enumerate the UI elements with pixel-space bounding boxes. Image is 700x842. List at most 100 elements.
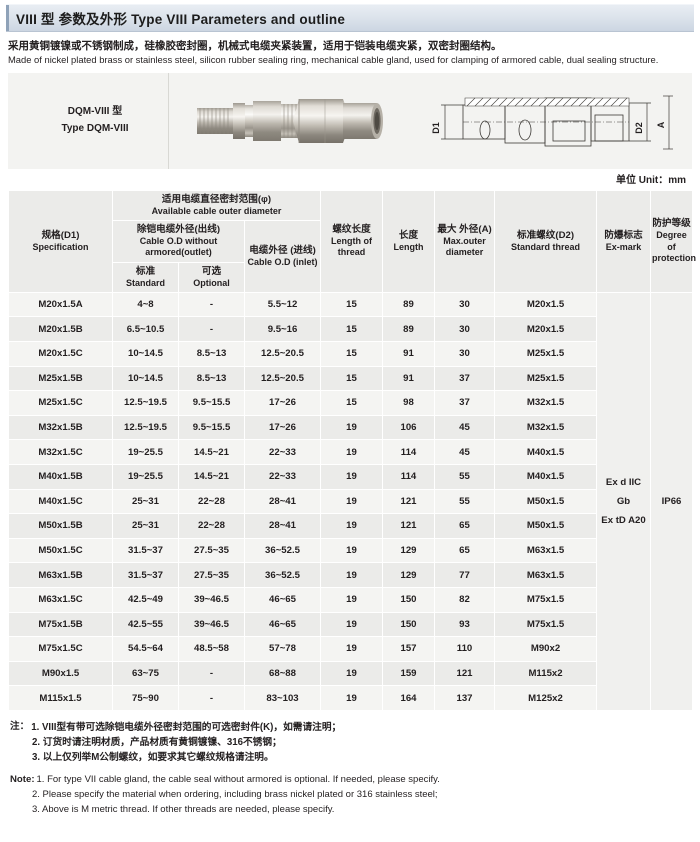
header-length-of-thread: 螺纹长度 Length of thread [320, 189, 384, 293]
ex-mark-line-1: Ex d IIC Gb [605, 476, 642, 507]
cell-specification: M115x1.5 [8, 685, 113, 711]
cell-standard-thread: M63x1.5 [494, 562, 598, 588]
header-standard-thread: 标准螺纹(D2) Standard thread [494, 189, 598, 293]
cell-max-outer-diameter: 65 [434, 537, 496, 564]
table-row: M90x1.5 63~75-68~88 19 159 121 M115x2 [8, 660, 693, 687]
table-row: M63x1.5C 42.5~49 39~46.5 46~65 19 150 82 M75x1.… [8, 586, 693, 613]
table-row: M63x1.5B 31.5~37 27.5~35 36~52.5 19 129 77 M63x… [8, 562, 693, 588]
cell-specification: M25x1.5C [8, 390, 113, 416]
note-cn-text: 1. VIII型有带可选除铠电缆外径密封范围的可选密封件(K)，如需请注明； [31, 721, 342, 733]
cell-specification: M20x1.5A [8, 291, 113, 318]
cell-length: 129 [382, 562, 436, 588]
cell-specification: M32x1.5C [8, 439, 113, 465]
header-standard: 标准 Standard [112, 261, 179, 293]
header-cable-od-inlet: 电缆外径 (进线) Cable O.D (inlet) [243, 220, 322, 293]
cell-specification: M63x1.5B [8, 562, 113, 588]
product-photo-cable-gland [197, 98, 383, 143]
cell-optional: 27.5~35 [178, 537, 245, 564]
cell-cable-od-inlet: 12.5~20.5 [243, 341, 322, 367]
cell-max-outer-diameter: 93 [434, 611, 496, 638]
note-en-line: Note: 1. For type VII cable gland, the c… [10, 773, 690, 788]
cell-standard-thread: M25x1.5 [494, 365, 598, 392]
cell-length-of-thread: 19 [320, 537, 384, 564]
cell-max-outer-diameter: 121 [434, 660, 496, 687]
specification-table: 规格(D1) Specification 适用电缆直径密封范围(φ) Avail… [8, 189, 696, 711]
cell-cable-od-inlet: 83~103 [243, 685, 322, 711]
table-row: M40x1.5B 19~25.5 14.5~21 22~33 19 114 55 M40x1.… [8, 463, 693, 490]
cell-length-of-thread: 15 [320, 390, 384, 416]
cell-standard-thread: M50x1.5 [494, 488, 598, 515]
header-max-outer-diameter: 最大 外径(A) Max.outer diameter [434, 189, 496, 293]
header-specification: 规格(D1) Specification [8, 189, 113, 293]
figure-type-label: DQM-VIII 型 Type DQM-VIII [30, 103, 160, 137]
cell-cable-od-inlet: 5.5~12 [243, 291, 322, 318]
dimension-label-d2: D2 [634, 122, 644, 134]
table-row: M50x1.5C 31.5~37 27.5~35 36~52.5 19 129 65 M63x… [8, 537, 693, 564]
cell-length: 150 [382, 611, 436, 638]
cell-specification: M50x1.5C [8, 537, 113, 564]
cell-optional: - [178, 291, 245, 318]
table-body: M20x1.5A 4~8-5.5~12 15 89 30 M20x1.5 Ex d IIC … [8, 291, 694, 711]
cell-max-outer-diameter: 45 [434, 414, 496, 441]
cell-standard-thread: M20x1.5 [494, 291, 598, 318]
cell-cable-od-inlet: 36~52.5 [243, 562, 322, 588]
ex-mark-line-2: Ex tD A20 [601, 514, 646, 526]
cell-length: 150 [382, 586, 436, 613]
cell-standard-thread: M90x2 [494, 636, 598, 662]
table-row: M75x1.5B 42.5~55 39~46.5 46~65 19 150 93 M75x1.… [8, 611, 693, 638]
page-title-bar: VIII 型 参数及外形 Type VIII Parameters and ou… [6, 4, 694, 32]
cell-standard: 10~14.5 [112, 365, 179, 392]
cell-optional: 39~46.5 [178, 611, 245, 638]
cell-optional: 22~28 [178, 513, 245, 539]
cell-standard: 12.5~19.5 [112, 390, 179, 416]
cell-length: 159 [382, 660, 436, 687]
cell-length: 129 [382, 537, 436, 564]
cell-standard-thread: M125x2 [494, 685, 598, 711]
cell-optional: 9.5~15.5 [178, 390, 245, 416]
cell-cable-od-inlet: 46~65 [243, 586, 322, 613]
notes-cn-lead: 注： [10, 720, 30, 732]
cell-standard: 31.5~37 [112, 562, 179, 588]
cell-standard-thread: M32x1.5 [494, 414, 598, 441]
cell-standard-thread: M63x1.5 [494, 537, 598, 564]
cell-max-outer-diameter: 137 [434, 685, 496, 711]
description-chinese: 采用黄铜镀镍或不锈钢制成，硅橡胶密封圈，机械式电缆夹紧装置，适用于铠装电缆夹紧，… [8, 40, 502, 52]
note-cn-text: 3. 以上仅列举M公制螺纹，如要求其它螺纹规格请注明。 [32, 751, 274, 763]
cell-standard: 4~8 [112, 291, 179, 318]
cell-standard-thread: M75x1.5 [494, 586, 598, 613]
note-en-line: 3. Above is M metric thread. If other th… [10, 803, 690, 818]
cell-standard: 63~75 [112, 660, 179, 687]
header-without-armored: 除铠电缆外径(出线) Cable O.D without armored(out… [112, 220, 245, 263]
table-row: M25x1.5C 12.5~19.5 9.5~15.5 17~26 15 98 37 M32x… [8, 390, 693, 416]
cell-standard: 31.5~37 [112, 537, 179, 564]
cell-standard: 75~90 [112, 685, 179, 711]
cell-max-outer-diameter: 30 [434, 316, 496, 342]
cell-specification: M25x1.5B [8, 365, 113, 392]
cell-standard-thread: M75x1.5 [494, 611, 598, 638]
cell-length-of-thread: 19 [320, 414, 384, 441]
cell-cable-od-inlet: 57~78 [243, 636, 322, 662]
table-row: M32x1.5B 12.5~19.5 9.5~15.5 17~26 19 106 45 M32… [8, 414, 693, 441]
cell-length: 114 [382, 439, 436, 465]
cell-standard-thread: M20x1.5 [494, 316, 598, 342]
cell-length-of-thread: 19 [320, 611, 384, 638]
cell-standard: 25~31 [112, 513, 179, 539]
table-header-row-2: 除铠电缆外径(出线) Cable O.D without armored(out… [9, 220, 693, 293]
cell-length-of-thread: 19 [320, 463, 384, 490]
cell-length: 89 [382, 291, 436, 318]
cell-standard: 25~31 [112, 488, 179, 515]
cell-cable-od-inlet: 28~41 [243, 488, 322, 515]
cell-cable-od-inlet: 46~65 [243, 611, 322, 638]
cell-optional: 14.5~21 [178, 439, 245, 465]
header-optional: 可选 Optional [178, 261, 245, 293]
note-cn-line: 2. 订货时请注明材质，产品材质有黄铜镀镍、316不锈钢； [10, 735, 690, 750]
table-row: M50x1.5B 25~31 22~28 28~41 19 121 65 M50x1.5 [8, 513, 693, 539]
cell-length: 91 [382, 365, 436, 392]
cell-optional: - [178, 660, 245, 687]
cell-max-outer-diameter: 37 [434, 390, 496, 416]
cell-standard: 12.5~19.5 [112, 414, 179, 441]
cell-max-outer-diameter: 37 [434, 365, 496, 392]
cell-length-of-thread: 19 [320, 562, 384, 588]
cell-optional: 9.5~15.5 [178, 414, 245, 441]
cell-length: 164 [382, 685, 436, 711]
